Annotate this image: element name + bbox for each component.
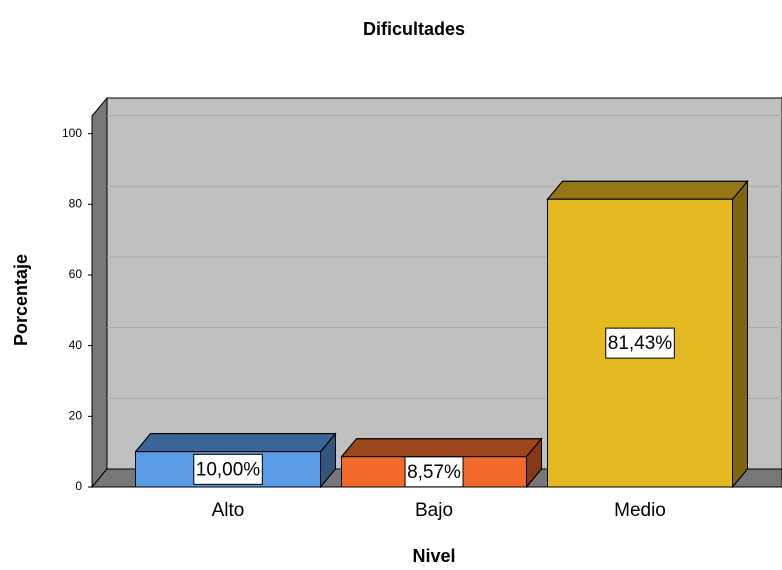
- y-tick-label: 80: [69, 197, 83, 211]
- x-tick-label: Alto: [212, 500, 245, 521]
- value-label-box: [605, 327, 675, 359]
- y-tick-label: 100: [62, 126, 82, 140]
- bar-side-shade: [732, 179, 748, 489]
- y-tick-label: 40: [69, 338, 83, 352]
- value-label-box: [404, 456, 464, 488]
- y-tick-label: 20: [69, 409, 83, 423]
- bar-top-shade: [340, 438, 543, 458]
- chart-title: Dificultades: [363, 19, 465, 39]
- y-tick-label: 60: [69, 267, 83, 281]
- value-label-box: [193, 453, 263, 485]
- y-axis-label: Porcentaje: [11, 254, 31, 346]
- value-label: 10,00%: [196, 459, 261, 480]
- bar-top-shade: [134, 433, 337, 453]
- y-tick-label: 0: [75, 479, 82, 493]
- value-label: 81,43%: [608, 333, 673, 354]
- x-axis-label: Nivel: [412, 546, 455, 566]
- value-label: 8,57%: [407, 462, 461, 483]
- x-tick-label: Bajo: [415, 500, 453, 521]
- bar-top-shade: [546, 180, 749, 200]
- x-tick-label: Medio: [614, 500, 666, 521]
- side-wall: [91, 96, 108, 489]
